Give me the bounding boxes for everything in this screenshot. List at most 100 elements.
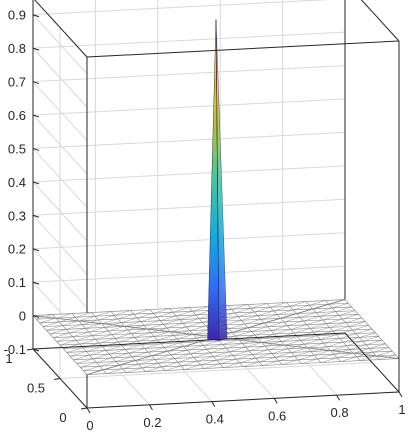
z-tick-label: 0.4 xyxy=(8,175,26,190)
mesh-diagonal xyxy=(156,312,173,318)
mesh-diagonal xyxy=(157,335,174,341)
mesh-diagonal xyxy=(134,332,151,338)
mesh-diagonal xyxy=(49,329,67,335)
mesh-diagonal xyxy=(223,362,240,368)
mesh-diagonal xyxy=(238,334,256,340)
mesh-diagonal xyxy=(278,355,295,362)
mesh-diagonal xyxy=(83,365,100,372)
x-tick-mark xyxy=(211,401,216,407)
z-tick-label: -0.1 xyxy=(4,342,26,357)
z-tick-label: 0.8 xyxy=(8,41,26,56)
mesh-diagonal xyxy=(39,318,56,324)
mesh-diagonal xyxy=(258,333,275,339)
mesh-diagonal xyxy=(289,301,307,307)
mesh-diagonal xyxy=(96,357,113,363)
mesh-diagonal xyxy=(176,311,193,317)
mesh-diagonal xyxy=(310,323,327,329)
mesh-diagonal xyxy=(330,345,347,351)
mesh-diagonal xyxy=(248,345,266,352)
z-tick-mark xyxy=(32,14,40,18)
mesh-diagonal xyxy=(338,310,356,316)
mesh-diagonal xyxy=(281,359,299,365)
mesh-diagonal xyxy=(138,359,155,365)
mesh-diagonal xyxy=(369,343,386,349)
mesh-diagonal xyxy=(300,335,317,341)
mesh-diagonal xyxy=(181,360,198,367)
mesh-diagonal xyxy=(317,353,334,360)
mesh-diagonal xyxy=(164,342,181,348)
mesh-diagonal xyxy=(109,349,126,355)
mesh-diagonal xyxy=(234,308,251,314)
mesh-diagonal xyxy=(115,356,133,362)
y-tick-mark xyxy=(80,407,88,410)
mesh-diagonal xyxy=(92,353,110,360)
mesh-diagonal xyxy=(186,322,203,328)
mesh-diagonal xyxy=(76,358,94,364)
mesh-diagonal xyxy=(335,306,352,312)
mesh-diagonal xyxy=(98,315,115,321)
mesh-diagonal xyxy=(250,303,268,309)
grid-line-z-back xyxy=(32,65,346,83)
mesh-diagonal xyxy=(85,323,102,329)
y-tick-mark xyxy=(53,378,61,380)
mesh-diagonal xyxy=(228,323,245,329)
mesh-diagonal xyxy=(283,317,301,323)
mesh-diagonal xyxy=(270,302,287,308)
mesh-diagonal xyxy=(115,333,132,339)
x-axis-ticks: 0 0.2 0.4 0.6 0.8 1 xyxy=(86,391,406,433)
mesh-diagonal xyxy=(111,329,128,335)
z-tick-mark xyxy=(32,214,40,218)
mesh-diagonal xyxy=(124,321,141,327)
mesh-diagonal xyxy=(197,356,214,362)
mesh-diagonal xyxy=(239,357,256,364)
mesh-diagonal xyxy=(293,328,311,334)
mesh-diagonal xyxy=(244,319,262,325)
mesh-diagonal xyxy=(158,358,175,364)
mesh-diagonal xyxy=(306,319,323,325)
mesh-diagonal xyxy=(274,329,291,335)
mesh-diagonal xyxy=(332,326,350,332)
mesh-diagonal xyxy=(147,324,164,330)
x-tick-mark xyxy=(86,407,91,414)
mesh-diagonal xyxy=(254,330,272,336)
mesh-diagonal xyxy=(340,356,357,362)
z-tick-label: 0.6 xyxy=(8,108,26,123)
mesh-diagonal xyxy=(160,338,178,344)
mesh-diagonal xyxy=(117,314,134,320)
mesh-diagonal xyxy=(241,315,258,321)
mesh-diagonal xyxy=(179,314,196,320)
mesh-diagonal xyxy=(143,320,161,326)
mesh-diagonal xyxy=(86,346,103,352)
mesh-diagonal xyxy=(137,313,154,319)
mesh-diagonal xyxy=(222,339,239,345)
mesh-diagonal xyxy=(145,366,162,372)
mesh-diagonal xyxy=(131,351,149,358)
mesh-diagonal xyxy=(316,330,334,336)
y-tick-label: 1 xyxy=(5,351,12,366)
z-tick-mark xyxy=(32,181,40,185)
z-tick-label: 0.2 xyxy=(8,242,26,257)
mesh-diagonal xyxy=(200,359,217,366)
mesh-diagonal xyxy=(170,349,188,356)
mesh-diagonal xyxy=(176,334,194,340)
mesh-diagonal xyxy=(55,313,73,319)
mesh-diagonal xyxy=(365,339,383,346)
mesh-diagonal xyxy=(323,338,340,344)
mesh-diagonal xyxy=(329,322,346,328)
mesh-diagonal xyxy=(76,335,93,341)
mesh-diagonal xyxy=(261,337,278,343)
mesh-diagonal xyxy=(112,352,129,359)
mesh-diagonal xyxy=(125,367,143,373)
mesh-diagonal xyxy=(193,352,211,358)
grid-line-z-back xyxy=(32,0,330,16)
z-tick-label: 0.5 xyxy=(8,141,26,156)
mesh-diagonal xyxy=(284,340,301,346)
mesh-diagonal xyxy=(56,336,73,342)
mesh-diagonal xyxy=(291,347,308,353)
axes-box-edge xyxy=(86,391,400,409)
mesh-diagonal xyxy=(65,324,83,330)
mesh-diagonal xyxy=(148,347,165,353)
z-tick-mark xyxy=(32,348,40,352)
mesh-diagonal xyxy=(164,365,182,371)
mesh-diagonal xyxy=(131,328,148,334)
